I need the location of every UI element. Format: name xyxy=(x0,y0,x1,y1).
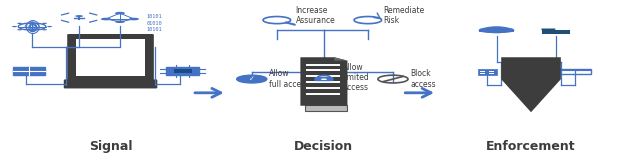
FancyBboxPatch shape xyxy=(76,39,145,76)
Circle shape xyxy=(494,28,515,33)
Circle shape xyxy=(321,78,327,80)
Circle shape xyxy=(482,26,510,33)
Text: ◎: ◎ xyxy=(24,18,40,36)
Circle shape xyxy=(12,26,17,27)
Circle shape xyxy=(17,23,22,24)
Text: Remediate
Risk: Remediate Risk xyxy=(384,6,425,25)
Polygon shape xyxy=(334,57,347,61)
Text: 10101
01010
10101: 10101 01010 10101 xyxy=(147,14,162,32)
Circle shape xyxy=(237,75,267,83)
FancyBboxPatch shape xyxy=(479,30,515,32)
FancyBboxPatch shape xyxy=(314,77,333,81)
Circle shape xyxy=(129,18,139,20)
Circle shape xyxy=(579,69,583,70)
Circle shape xyxy=(47,26,52,27)
Polygon shape xyxy=(501,57,561,112)
FancyBboxPatch shape xyxy=(480,73,485,74)
Text: Increase
Assurance: Increase Assurance xyxy=(296,6,335,25)
Text: Decision: Decision xyxy=(294,140,353,153)
Circle shape xyxy=(115,12,125,15)
Circle shape xyxy=(30,21,35,23)
Circle shape xyxy=(75,15,83,17)
FancyBboxPatch shape xyxy=(13,67,45,75)
Text: Enforcement: Enforcement xyxy=(486,140,576,153)
Circle shape xyxy=(101,18,111,20)
FancyBboxPatch shape xyxy=(542,29,555,30)
Text: Allow
limited
Access: Allow limited Access xyxy=(343,63,369,92)
Circle shape xyxy=(567,69,571,70)
FancyBboxPatch shape xyxy=(305,105,347,111)
Circle shape xyxy=(30,30,35,32)
FancyBboxPatch shape xyxy=(174,69,192,73)
FancyBboxPatch shape xyxy=(489,71,494,72)
FancyBboxPatch shape xyxy=(477,69,496,75)
FancyBboxPatch shape xyxy=(167,67,199,75)
Text: Signal: Signal xyxy=(89,140,132,153)
Circle shape xyxy=(115,20,125,23)
FancyBboxPatch shape xyxy=(67,34,154,81)
Text: Allow
full access: Allow full access xyxy=(269,69,309,89)
FancyBboxPatch shape xyxy=(64,79,157,89)
Circle shape xyxy=(42,23,47,24)
Text: ✓: ✓ xyxy=(249,76,255,82)
Text: ⊕: ⊕ xyxy=(26,20,38,34)
FancyBboxPatch shape xyxy=(542,30,571,34)
FancyBboxPatch shape xyxy=(480,71,485,72)
FancyBboxPatch shape xyxy=(489,73,494,74)
Circle shape xyxy=(479,28,499,33)
Circle shape xyxy=(42,29,47,30)
Text: Block
access: Block access xyxy=(411,69,436,89)
Circle shape xyxy=(17,29,22,30)
Polygon shape xyxy=(301,57,347,106)
